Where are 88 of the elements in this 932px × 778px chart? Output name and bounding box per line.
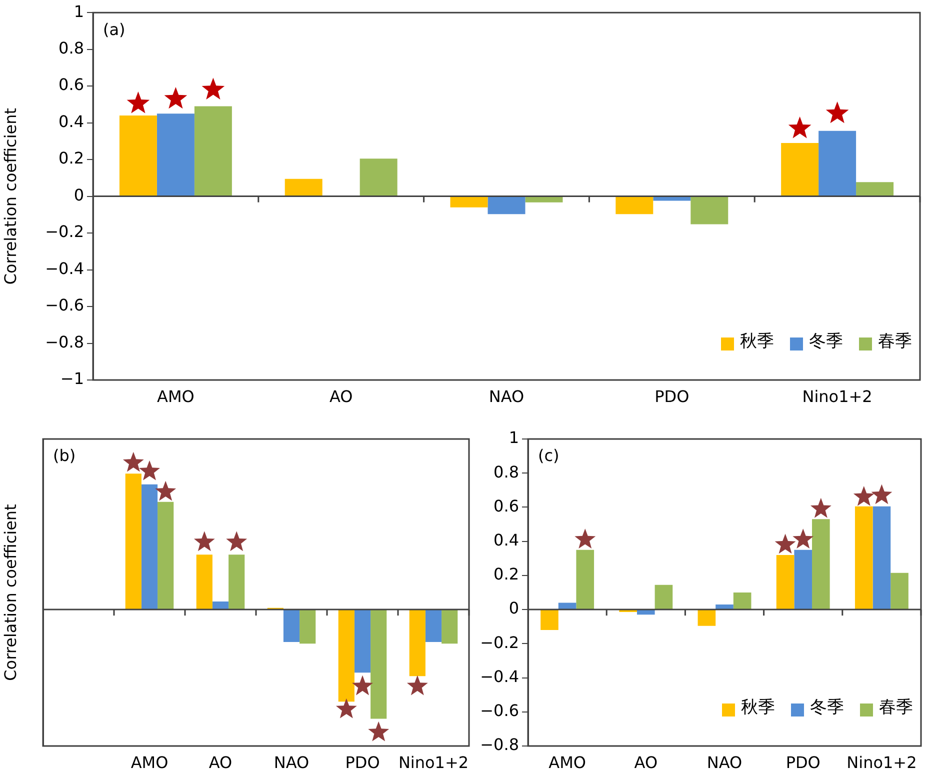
y-tick-label: 0.2 xyxy=(494,564,519,584)
y-tick-label: −1 xyxy=(60,369,84,388)
x-tick-label: Nino1+2 xyxy=(398,752,469,772)
bar xyxy=(354,610,371,673)
y-tick-label: 0.4 xyxy=(58,112,84,131)
annotation: (b) xyxy=(53,446,76,466)
legend-label: 秋季 xyxy=(741,697,775,718)
y-tick-label: −0.2 xyxy=(480,632,519,652)
y-tick-label: −0.6 xyxy=(45,296,84,315)
annotation: (a) xyxy=(103,20,126,39)
y-tick-label: −0.8 xyxy=(45,332,84,352)
x-tick-label: AO xyxy=(208,752,232,772)
bar xyxy=(156,114,194,196)
bar xyxy=(409,610,426,676)
x-tick-label: AMO xyxy=(548,752,586,772)
y-tick-label: −0.8 xyxy=(480,735,519,754)
bar xyxy=(338,610,354,702)
bar xyxy=(818,130,856,196)
y-tick-label: 0.8 xyxy=(494,462,519,482)
bar xyxy=(733,592,752,610)
legend-label: 冬季 xyxy=(810,697,844,718)
bar xyxy=(698,610,716,626)
bar xyxy=(228,554,245,610)
bar xyxy=(194,106,232,196)
bar xyxy=(119,115,157,196)
x-tick-label: Nino1+2 xyxy=(802,386,872,406)
bar xyxy=(284,178,322,196)
bar xyxy=(125,474,142,610)
y-tick-label: 0.6 xyxy=(58,75,84,94)
bar xyxy=(781,143,819,196)
y-tick-label: 0.2 xyxy=(58,148,84,168)
y-tick-label: −0.2 xyxy=(45,222,84,242)
legend-label: 秋季 xyxy=(740,331,774,352)
y-tick-label: −0.4 xyxy=(45,258,84,278)
bar xyxy=(854,506,873,610)
bar xyxy=(212,602,229,610)
y-tick-label: 1 xyxy=(508,428,519,448)
y-tick-label: 1 xyxy=(74,2,84,21)
y-tick-label: 0.4 xyxy=(494,530,519,550)
y-axis-title: Correlation coefficient xyxy=(0,108,20,285)
bar xyxy=(370,610,387,719)
bar xyxy=(776,554,794,610)
bar xyxy=(616,196,654,214)
bar xyxy=(812,519,830,610)
bar xyxy=(360,158,398,196)
bar xyxy=(425,610,442,642)
bar xyxy=(450,196,488,208)
legend-label: 春季 xyxy=(878,331,912,352)
x-tick-label: PDO xyxy=(345,752,380,772)
x-tick-label: PDO xyxy=(786,752,820,772)
bar xyxy=(558,602,576,610)
x-tick-label: AMO xyxy=(130,752,168,772)
bar xyxy=(653,196,691,201)
y-tick-label: 0.8 xyxy=(58,38,84,58)
y-tick-label: 0 xyxy=(74,185,84,204)
bar xyxy=(141,484,158,610)
y-tick-label: 0.6 xyxy=(494,496,519,516)
x-tick-label: AO xyxy=(329,386,353,406)
x-tick-label: AO xyxy=(634,752,658,772)
x-tick-label: NAO xyxy=(274,752,310,772)
y-tick-label: 0 xyxy=(508,598,519,618)
bar xyxy=(576,550,594,610)
bar xyxy=(890,572,908,610)
bar xyxy=(283,610,300,642)
bar xyxy=(856,182,894,196)
bar xyxy=(654,584,673,610)
x-tick-label: NAO xyxy=(488,386,524,406)
legend-label: 春季 xyxy=(879,697,913,718)
y-tick-label: −0.6 xyxy=(480,701,519,720)
bar xyxy=(158,502,174,610)
x-tick-label: Nino1+2 xyxy=(846,752,917,772)
bar xyxy=(794,550,812,610)
bar xyxy=(716,604,734,610)
bar xyxy=(540,610,558,630)
x-tick-label: PDO xyxy=(654,386,690,406)
bar xyxy=(525,196,563,202)
y-tick-label: −0.4 xyxy=(480,666,519,686)
x-tick-label: NAO xyxy=(706,752,742,772)
y-axis-title: Correlation coefficient xyxy=(0,504,20,681)
bar xyxy=(300,610,316,644)
bar xyxy=(872,506,891,610)
bar xyxy=(196,554,212,610)
bar xyxy=(442,610,458,644)
annotation: (c) xyxy=(538,446,560,466)
legend-label: 冬季 xyxy=(809,331,843,352)
bar xyxy=(690,196,728,224)
bar xyxy=(488,196,526,214)
x-tick-label: AMO xyxy=(157,386,194,406)
